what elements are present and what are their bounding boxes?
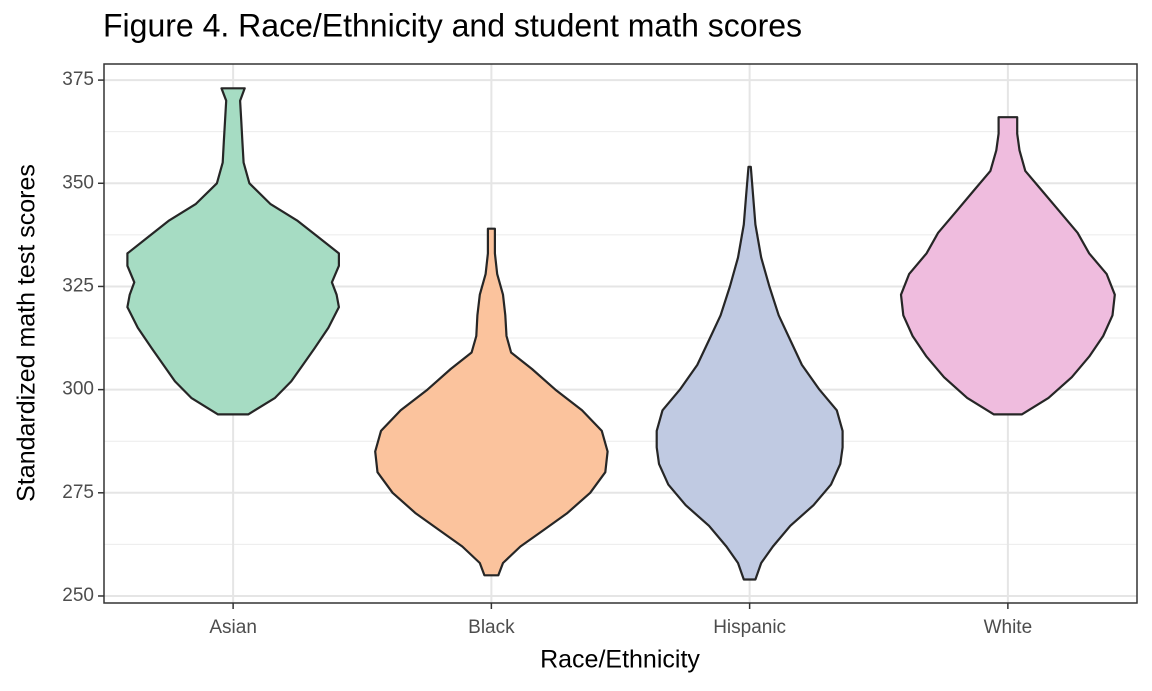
- chart-title: Figure 4. Race/Ethnicity and student mat…: [103, 7, 802, 43]
- plot-border: [103, 63, 1138, 604]
- violin: [899, 116, 1116, 416]
- violin: [126, 87, 340, 416]
- y-tick-label: 375: [62, 69, 94, 90]
- x-tick-label: Asian: [209, 617, 257, 638]
- x-tick-label: Hispanic: [713, 617, 786, 638]
- violin: [655, 165, 844, 581]
- y-tick-label: 325: [62, 275, 94, 296]
- y-tick-label: 250: [62, 585, 94, 606]
- y-tick-label: 350: [62, 172, 94, 193]
- violin: [374, 227, 609, 577]
- y-tick-label: 300: [62, 379, 94, 400]
- y-tick-label: 275: [62, 482, 94, 503]
- x-tick-label: Black: [468, 617, 515, 638]
- x-axis-title: Race/Ethnicity: [540, 646, 700, 674]
- x-tick-label: White: [984, 617, 1033, 638]
- y-axis-title: Standardized math test scores: [13, 164, 41, 502]
